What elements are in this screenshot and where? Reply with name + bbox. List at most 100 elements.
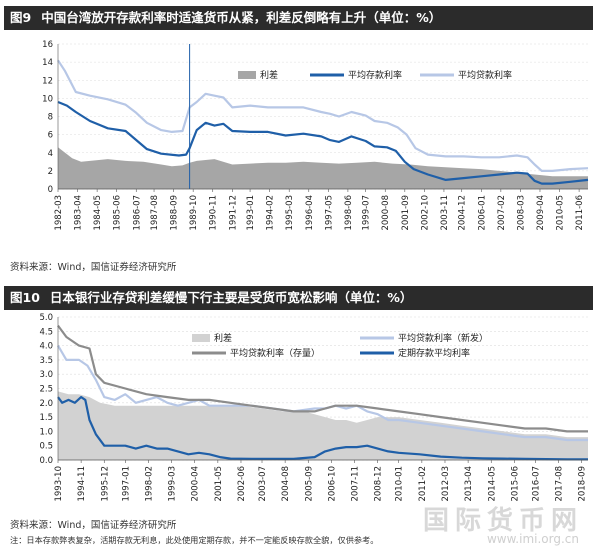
x-tick-label: 2016-07 bbox=[531, 466, 541, 502]
figure-10-label: 图10 bbox=[10, 290, 40, 305]
x-tick-label: 2002-10 bbox=[420, 195, 430, 231]
x-tick-label: 1998-02 bbox=[144, 466, 154, 502]
y-tick-label: 0.5 bbox=[39, 442, 53, 452]
x-tick-label: 1985-06 bbox=[113, 195, 123, 231]
x-tick-label: 2001-05 bbox=[214, 466, 224, 502]
figure-9-label: 图9 bbox=[10, 10, 32, 25]
x-tick-label: 1999-07 bbox=[362, 195, 372, 231]
x-tick-label: 1994-02 bbox=[266, 195, 276, 231]
y-tick-label: 4.5 bbox=[39, 327, 53, 337]
y-tick-label: 14 bbox=[42, 58, 53, 68]
x-tick-label: 1990-11 bbox=[209, 195, 219, 231]
x-tick-label: 2015-06 bbox=[510, 466, 520, 502]
y-tick-label: 2 bbox=[48, 167, 53, 177]
x-tick-label: 2007-11 bbox=[351, 466, 361, 502]
legend-label: 平均存款利率 bbox=[348, 69, 402, 81]
x-tick-label: 1987-08 bbox=[150, 195, 160, 231]
series-line bbox=[57, 395, 588, 461]
legend-label: 利差 bbox=[214, 332, 232, 344]
x-tick-label: 2004-12 bbox=[458, 195, 468, 231]
y-tick-label: 6 bbox=[48, 131, 53, 141]
y-tick-label: 2.5 bbox=[39, 385, 53, 395]
figure-10-header: 图10 日本银行业存贷利差缓慢下行主要是受货币宽松影响（单位：%） bbox=[4, 286, 593, 310]
x-tick-label: 2000-08 bbox=[381, 195, 391, 231]
legend-label: 平均贷款利率（新发） bbox=[398, 332, 488, 344]
x-tick-label: 2007-02 bbox=[497, 195, 507, 231]
x-tick-label: 1997-05 bbox=[324, 195, 334, 231]
series-area-spread bbox=[58, 147, 588, 189]
x-tick-label: 2014-05 bbox=[487, 466, 497, 502]
x-tick-label: 2017-08 bbox=[555, 466, 565, 502]
figure-9-chart: 0 2 4 6 8 10 12 14 16 1982-03 1983-04 1984-05 1985-0… bbox=[42, 40, 589, 231]
x-tick-label: 1998-06 bbox=[344, 195, 354, 231]
legend-swatch bbox=[238, 71, 256, 79]
x-tick-label: 1982-03 bbox=[54, 195, 64, 231]
y-tick-label: 3.0 bbox=[39, 370, 53, 380]
series-line bbox=[57, 324, 588, 433]
figure-9-source: 资料来源：Wind，国信证券经济研究所 bbox=[10, 262, 177, 273]
x-tick-label: 2005-09 bbox=[304, 466, 314, 502]
x-tick-label: 1988-09 bbox=[170, 195, 180, 231]
watermark-logo: 国际货币网 bbox=[422, 506, 583, 536]
figure-9-header: 图9 中国台湾放开存款利率时适逢货币从紧，利差反倒略有上升（单位：%） bbox=[4, 6, 593, 30]
legend-label: 平均贷款利率 bbox=[458, 69, 512, 81]
x-tick-label: 2003-07 bbox=[258, 466, 268, 502]
y-tick-label: 10 bbox=[42, 94, 53, 104]
x-tick-label: 2008-12 bbox=[374, 466, 384, 502]
figure-10-note: 注：日本存款弊表复杂，活期存款无利息，此处使用定期存款，并不一定能反映存款全貌，… bbox=[10, 535, 379, 545]
y-tick-label: 5.0 bbox=[39, 313, 53, 323]
y-tick-label: 4.0 bbox=[39, 342, 53, 352]
x-tick-label: 2011-06 bbox=[575, 195, 585, 231]
x-tick-label: 2012-03 bbox=[441, 466, 451, 502]
x-tick-label: 1984-05 bbox=[93, 195, 103, 231]
x-tick-label: 1986-07 bbox=[132, 195, 142, 231]
y-tick-label: 2.0 bbox=[39, 399, 53, 409]
x-tick-label: 2013-04 bbox=[464, 466, 474, 502]
y-tick-label: 8 bbox=[48, 113, 53, 123]
legend-label: 利差 bbox=[260, 69, 278, 81]
x-tick-label: 2000-04 bbox=[191, 466, 201, 502]
x-tick-label: 2004-08 bbox=[281, 466, 291, 502]
series-line bbox=[57, 100, 589, 185]
x-tick-label: 1989-10 bbox=[189, 195, 199, 231]
x-tick-label: 1996-04 bbox=[305, 195, 315, 231]
x-tick-label: 1993-01 bbox=[246, 195, 256, 231]
y-tick-label: 0.0 bbox=[39, 456, 53, 466]
legend-label: 定期存款平均利率 bbox=[398, 347, 470, 359]
x-tick-label: 1991-12 bbox=[228, 195, 238, 231]
figure-10-title: 日本银行业存贷利差缓慢下行主要是受货币宽松影响（单位：%） bbox=[49, 290, 413, 305]
y-tick-label: 3.5 bbox=[39, 356, 53, 366]
x-tick-label: 1995-03 bbox=[285, 195, 295, 231]
x-tick-label: 2006-01 bbox=[477, 195, 487, 231]
figure-9-title: 中国台湾放开存款利率时适逢货币从紧，利差反倒略有上升（单位：%） bbox=[41, 10, 442, 25]
x-tick-label: 1983-04 bbox=[74, 195, 84, 231]
x-tick-label: 1999-03 bbox=[168, 466, 178, 502]
x-tick-label: 2002-06 bbox=[237, 466, 247, 502]
x-tick-label: 2001-09 bbox=[401, 195, 411, 231]
y-tick-label: 4 bbox=[48, 149, 53, 159]
y-tick-label: 0 bbox=[48, 185, 53, 195]
figure-10-chart: 0.0 0.5 1.0 1.5 2.0 2.5 3.0 3.5 4.0 4.5 5.0 1993-10… bbox=[39, 313, 588, 502]
y-tick-label: 1.0 bbox=[39, 427, 53, 437]
x-tick-label: 2011-02 bbox=[418, 466, 428, 502]
figure-10-source: 资料来源：Wind，国信证券经济研究所 bbox=[10, 520, 177, 531]
watermark-url: www.imi.org.cn bbox=[486, 532, 579, 546]
legend-label: 平均贷款利率（存量） bbox=[230, 347, 320, 359]
y-tick-label: 12 bbox=[42, 76, 53, 86]
x-tick-label: 1994-11 bbox=[77, 466, 87, 502]
x-tick-label: 1995-12 bbox=[100, 466, 110, 502]
x-tick-label: 2008-03 bbox=[516, 195, 526, 231]
y-tick-label: 1.5 bbox=[39, 413, 53, 423]
x-tick-label: 1997-01 bbox=[121, 466, 131, 502]
series-line bbox=[57, 59, 589, 172]
x-tick-label: 2009-04 bbox=[536, 195, 546, 231]
x-tick-label: 2018-09 bbox=[578, 466, 588, 502]
x-tick-label: 1993-10 bbox=[54, 466, 64, 502]
x-tick-label: 2010-05 bbox=[556, 195, 566, 231]
x-tick-label: 2003-11 bbox=[440, 195, 450, 231]
x-tick-label: 2006-10 bbox=[327, 466, 337, 502]
series-area-spread bbox=[58, 391, 588, 460]
x-tick-label: 2010-01 bbox=[395, 466, 405, 502]
y-tick-label: 16 bbox=[42, 40, 53, 50]
legend-swatch bbox=[192, 334, 210, 342]
